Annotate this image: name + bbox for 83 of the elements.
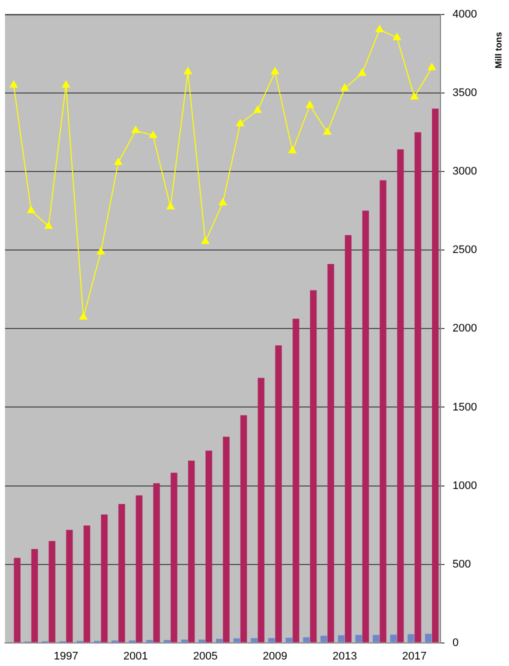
point	[428, 63, 436, 70]
point	[323, 128, 332, 135]
point	[254, 106, 262, 113]
y-tick-label: 3000	[452, 166, 478, 178]
point	[62, 80, 70, 88]
y-tick-label: 1500	[452, 401, 478, 414]
bar	[146, 640, 153, 642]
point	[114, 158, 122, 166]
y-tick-label: 4000	[452, 8, 478, 21]
bar	[188, 460, 195, 642]
bar	[100, 514, 108, 642]
bar	[372, 634, 380, 642]
bar	[275, 345, 282, 642]
y-axis-title: Mill tons	[493, 32, 504, 68]
y-tick-label: 500	[452, 558, 471, 570]
bar	[31, 549, 38, 642]
bar	[198, 640, 206, 642]
x-tick-label: 2005	[193, 650, 218, 662]
y-tick-label: 2500	[452, 244, 478, 256]
point	[358, 68, 366, 76]
bar	[286, 638, 292, 642]
bar	[164, 640, 170, 642]
point	[10, 80, 18, 88]
bar	[118, 504, 126, 642]
y-tick-label: 2000	[452, 322, 478, 335]
bar	[14, 558, 21, 642]
point	[201, 237, 210, 244]
point	[236, 119, 244, 126]
x-tick-label: 2013	[332, 650, 357, 662]
point	[79, 312, 88, 320]
y-tick-label: 3500	[452, 87, 478, 100]
x-tick-label: 2017	[402, 650, 427, 662]
bar	[414, 132, 422, 642]
bar	[48, 541, 56, 642]
bar	[390, 634, 397, 642]
bar	[362, 210, 369, 642]
point	[218, 198, 227, 206]
bar	[408, 634, 414, 642]
point	[132, 126, 140, 134]
bar	[355, 634, 362, 642]
point	[149, 131, 158, 138]
y-tick-label: 0	[452, 636, 459, 649]
point	[166, 202, 174, 210]
bar	[303, 637, 310, 642]
x-tick-label: 2001	[123, 650, 148, 662]
point	[288, 146, 296, 154]
bar	[222, 436, 230, 642]
point	[340, 84, 349, 91]
bar	[181, 640, 188, 642]
bar	[344, 235, 352, 642]
bar	[292, 318, 300, 642]
bar	[84, 525, 90, 642]
bar	[338, 635, 345, 642]
bar	[380, 180, 386, 642]
bar	[66, 530, 73, 642]
bar	[233, 638, 240, 642]
point	[184, 67, 192, 74]
point	[306, 100, 314, 108]
bar	[136, 495, 142, 642]
bar	[216, 638, 223, 642]
point	[96, 247, 105, 254]
point	[410, 92, 418, 100]
point	[271, 67, 279, 74]
bar	[320, 636, 328, 642]
bar	[153, 483, 160, 642]
point	[44, 222, 53, 229]
x-tick-label: 2009	[262, 650, 288, 662]
x-tick-label: 1997	[54, 650, 78, 662]
bar	[268, 638, 275, 642]
bar	[240, 415, 247, 642]
point	[27, 206, 36, 214]
point	[376, 25, 384, 32]
y-tick-label: 1000	[452, 480, 478, 492]
bar	[432, 108, 439, 642]
bar	[258, 378, 264, 642]
bar	[250, 638, 258, 642]
bar	[170, 472, 178, 642]
bar	[206, 450, 212, 642]
bar	[327, 264, 334, 642]
bar	[425, 634, 432, 642]
bar	[397, 149, 404, 642]
point	[393, 33, 401, 40]
bar	[310, 290, 317, 642]
